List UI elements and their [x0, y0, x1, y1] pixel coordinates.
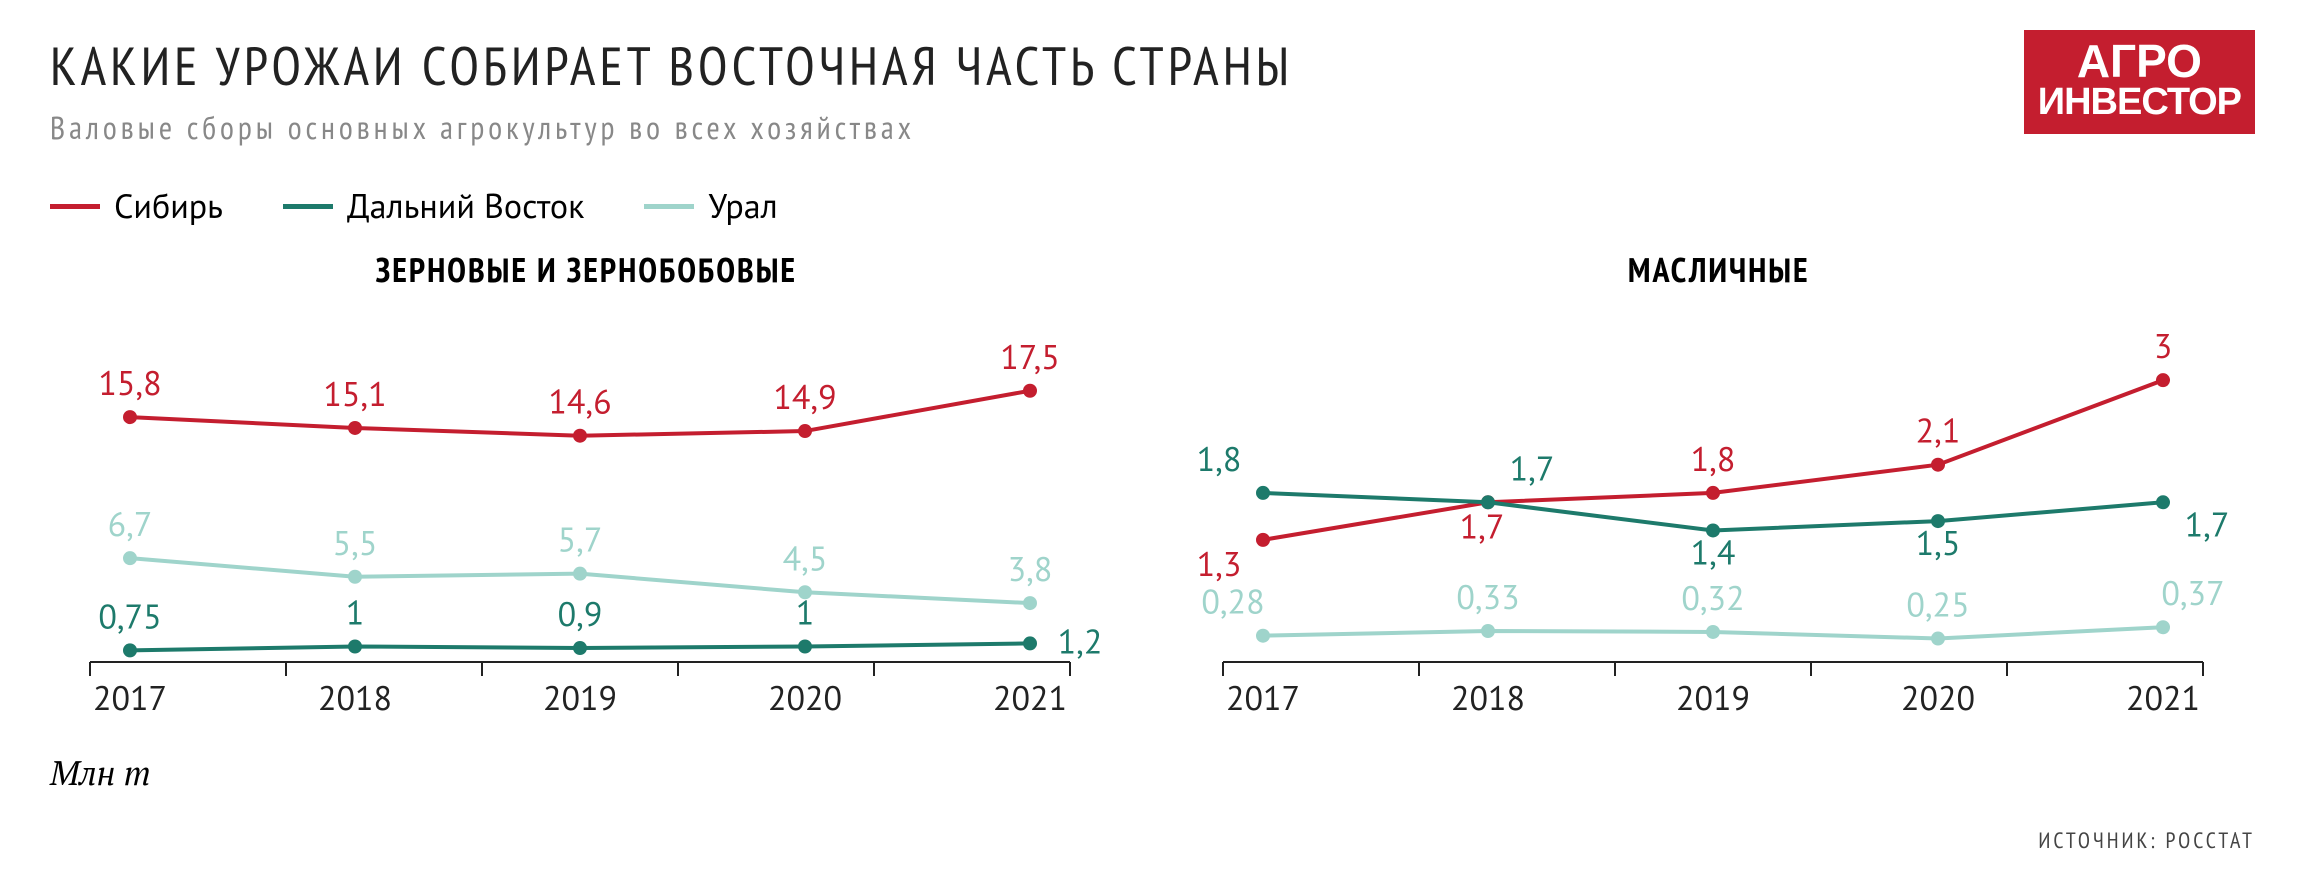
data-label: 15,8 — [98, 361, 161, 405]
x-axis-label: 2021 — [2125, 676, 2199, 720]
data-label: 1 — [796, 591, 815, 635]
logo-line1: АГРО — [2038, 40, 2241, 84]
data-point — [573, 429, 587, 443]
legend-swatch — [283, 204, 333, 209]
data-label: 4,5 — [783, 536, 828, 580]
data-label: 0,9 — [558, 592, 603, 636]
chart-svg: 2017 2018 2019 2020 2021 15,8 15,1 14,6 14,9 17,5… — [50, 302, 1110, 732]
data-label: 1 — [346, 591, 365, 635]
chart-title: МАСЛИЧНЫЕ — [1183, 248, 2256, 292]
data-label: 0,33 — [1456, 575, 1519, 619]
data-point — [1706, 486, 1720, 500]
data-label: 5,7 — [558, 518, 603, 562]
x-axis-label: 2019 — [543, 676, 617, 720]
data-label: 0,37 — [2161, 571, 2224, 615]
data-label: 17,5 — [1000, 335, 1060, 379]
data-point — [2156, 620, 2170, 634]
data-label: 1,7 — [1459, 504, 1504, 548]
data-label: 5,5 — [333, 521, 378, 565]
data-point — [348, 570, 362, 584]
chart: ЗЕРНОВЫЕ И ЗЕРНОБОБОВЫЕ20172018201920202… — [50, 248, 1123, 732]
data-point — [1256, 629, 1270, 643]
x-axis-label: 2018 — [318, 676, 392, 720]
data-label: 1,2 — [1058, 619, 1103, 663]
data-label: 2,1 — [1915, 409, 1960, 453]
data-point — [798, 640, 812, 654]
data-point — [123, 643, 137, 657]
data-point — [1931, 458, 1945, 472]
data-point — [798, 424, 812, 438]
data-label: 3 — [2153, 324, 2172, 368]
x-axis-label: 2018 — [1450, 676, 1524, 720]
x-axis-label: 2020 — [1900, 676, 1974, 720]
legend-item: Дальний Восток — [283, 184, 584, 228]
x-axis-label: 2019 — [1675, 676, 1749, 720]
charts-container: ЗЕРНОВЫЕ И ЗЕРНОБОБОВЫЕ20172018201920202… — [50, 248, 2255, 732]
data-point — [1023, 596, 1037, 610]
data-label: 1,8 — [1690, 437, 1735, 481]
data-point — [1481, 495, 1495, 509]
legend-item: Сибирь — [50, 184, 223, 228]
data-point — [1931, 632, 1945, 646]
data-label: 0,32 — [1681, 576, 1744, 620]
source-label: ИСТОЧНИК: РОССТАТ — [2038, 827, 2255, 855]
page-title: КАКИЕ УРОЖАИ СОБИРАЕТ ВОСТОЧНАЯ ЧАСТЬ СТ… — [50, 30, 2024, 100]
brand-logo: АГРО ИНВЕСТОР — [2024, 30, 2255, 134]
page-subtitle: Валовые сборы основных агрокультур во вс… — [50, 106, 2024, 148]
x-axis-label: 2017 — [93, 676, 167, 720]
data-point — [1706, 625, 1720, 639]
legend-label: Урал — [708, 184, 777, 228]
data-label: 1,5 — [1915, 521, 1960, 565]
data-label: 0,28 — [1201, 580, 1264, 624]
legend-swatch — [644, 204, 694, 209]
chart-svg: 201720182019202020211,31,71,82,131,81,71… — [1183, 302, 2243, 732]
data-point — [1481, 624, 1495, 638]
data-point — [2156, 373, 2170, 387]
data-label: 0,25 — [1906, 583, 1969, 627]
chart-title: ЗЕРНОВЫЕ И ЗЕРНОБОБОВЫЕ — [50, 248, 1123, 292]
data-point — [123, 410, 137, 424]
legend-label: Дальний Восток — [347, 184, 584, 228]
data-label: 1,4 — [1690, 530, 1735, 574]
data-point — [2156, 495, 2170, 509]
unit-label: Млн т — [50, 750, 2255, 795]
data-point — [1023, 384, 1037, 398]
data-label: 3,8 — [1008, 547, 1053, 591]
data-point — [1256, 533, 1270, 547]
data-label: 0,75 — [98, 594, 161, 638]
chart: МАСЛИЧНЫЕ201720182019202020211,31,71,82,… — [1183, 248, 2256, 732]
x-axis-label: 2017 — [1225, 676, 1299, 720]
legend-item: Урал — [644, 184, 777, 228]
data-label: 6,7 — [108, 502, 153, 546]
data-label: 1,7 — [2184, 502, 2229, 546]
legend-swatch — [50, 204, 100, 209]
data-label: 1,7 — [1509, 446, 1554, 490]
data-point — [348, 640, 362, 654]
data-label: 15,1 — [323, 372, 386, 416]
data-point — [123, 551, 137, 565]
x-axis-label: 2021 — [993, 676, 1067, 720]
data-point — [1256, 486, 1270, 500]
x-axis-label: 2020 — [768, 676, 842, 720]
legend: Сибирь Дальний Восток Урал — [50, 184, 2255, 228]
legend-label: Сибирь — [114, 184, 223, 228]
logo-line2: ИНВЕСТОР — [2038, 84, 2241, 120]
data-label: 1,8 — [1196, 437, 1241, 481]
data-point — [573, 641, 587, 655]
data-point — [348, 421, 362, 435]
data-label: 14,6 — [548, 380, 611, 424]
data-label: 14,9 — [773, 375, 836, 419]
data-point — [1023, 636, 1037, 650]
data-point — [573, 567, 587, 581]
